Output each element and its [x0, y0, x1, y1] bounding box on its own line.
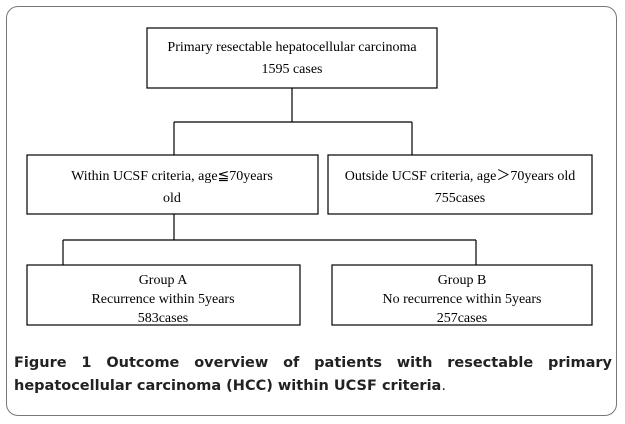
node-text: No recurrence within 5years: [383, 292, 542, 307]
node-box: [327, 154, 593, 215]
caption-text: Outcome overview of patients with resect…: [14, 355, 612, 394]
node-box: [146, 27, 438, 89]
caption-end: .: [441, 378, 446, 394]
node-text: 1595 cases: [261, 62, 322, 77]
node-box: [26, 154, 319, 215]
node-text: 755cases: [435, 191, 486, 206]
node-text: Group B: [438, 273, 487, 288]
figure-frame: [6, 6, 617, 416]
node-text: Recurrence within 5years: [91, 292, 234, 307]
connector: [62, 214, 477, 265]
connector: [173, 88, 413, 155]
node-text: 583cases: [138, 311, 189, 326]
node-box: [26, 264, 301, 326]
node-text: Group A: [139, 273, 189, 288]
flowchart: Primary resectable hepatocellular carcin…: [26, 27, 593, 326]
node-text: old: [163, 191, 181, 206]
node-text: Within UCSF criteria, age≦70years: [71, 169, 273, 184]
node-text: Primary resectable hepatocellular carcin…: [167, 40, 417, 55]
caption-label: Figure 1: [14, 355, 92, 371]
node-text: 257cases: [437, 311, 488, 326]
caption: Figure 1 Outcome overview of patients wi…: [14, 352, 612, 398]
node-box: [331, 264, 593, 326]
node-text: Outside UCSF criteria, age＞70years old: [345, 169, 576, 184]
